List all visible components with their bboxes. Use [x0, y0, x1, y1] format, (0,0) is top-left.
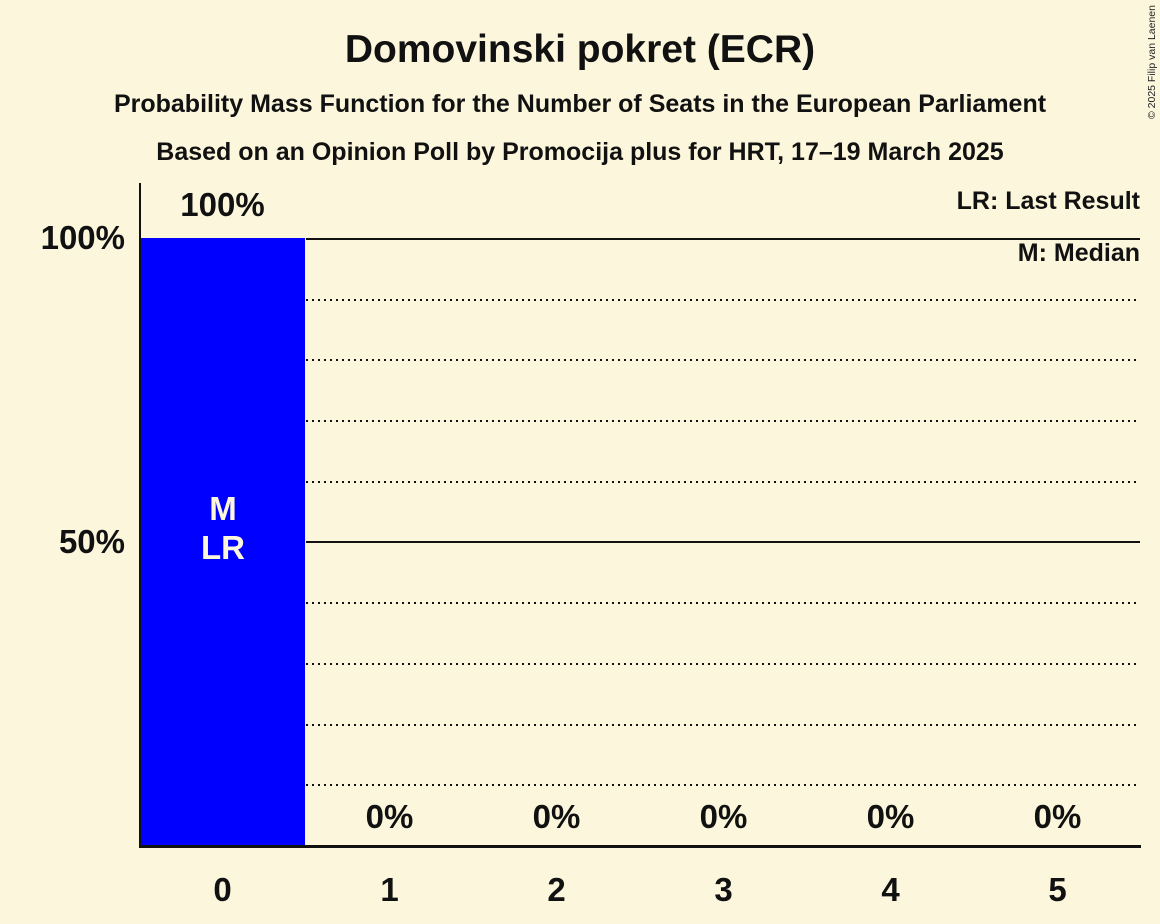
gridline-30: [306, 663, 1140, 665]
x-tick-3: 3: [714, 871, 733, 908]
gridline-60: [306, 481, 1140, 483]
gridline-80: [306, 359, 1140, 361]
y-tick-50: 50%: [58, 523, 125, 560]
gridline-90: [306, 299, 1140, 301]
median-marker: M: [209, 490, 237, 527]
bar-seats-0: [141, 238, 305, 845]
page-title: Domovinski pokret (ECR): [344, 28, 816, 71]
value-label-1: 0%: [365, 798, 414, 835]
gridline-70: [306, 420, 1140, 422]
legend-last-result: LR: Last Result: [956, 187, 1140, 215]
last-result-marker: LR: [201, 529, 245, 566]
value-label-2: 0%: [532, 798, 581, 835]
value-label-4: 0%: [866, 798, 915, 835]
gridline-50: [306, 541, 1140, 543]
bar-annotation-markers: M LR: [141, 489, 305, 567]
y-axis-line: [139, 183, 141, 845]
gridline-40: [306, 602, 1140, 604]
x-tick-5: 5: [1048, 871, 1067, 908]
chart-source-line: Based on an Opinion Poll by Promocija pl…: [156, 138, 1004, 166]
gridline-20: [306, 724, 1140, 726]
gridline-100: [306, 238, 1140, 240]
x-tick-2: 2: [547, 871, 566, 908]
copyright-text: © 2025 Filip van Laenen: [1146, 5, 1158, 119]
x-axis-line: [139, 845, 1141, 848]
y-tick-100: 100%: [40, 219, 125, 256]
chart-subtitle: Probability Mass Function for the Number…: [113, 90, 1047, 118]
x-tick-0: 0: [213, 871, 232, 908]
legend-median: M: Median: [1017, 239, 1140, 267]
x-tick-4: 4: [881, 871, 900, 908]
value-label-3: 0%: [699, 798, 748, 835]
value-label-0: 100%: [180, 186, 265, 223]
gridline-10: [306, 784, 1140, 786]
x-tick-1: 1: [380, 871, 399, 908]
value-label-5: 0%: [1033, 798, 1082, 835]
